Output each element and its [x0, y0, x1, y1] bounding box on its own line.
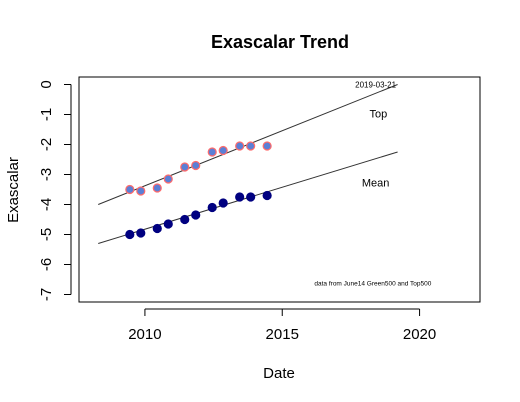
y-tick-label: -5 — [38, 228, 55, 241]
data-point-mean — [218, 198, 228, 208]
y-tick-label: -6 — [38, 258, 55, 271]
x-tick-label: 2010 — [128, 326, 161, 343]
x-axis-label: Date — [263, 365, 295, 382]
trend-lines — [98, 84, 398, 244]
data-point-top — [207, 147, 217, 157]
y-axis: 0 -1 -2 -3 -4 -5 -6 -7 — [38, 80, 72, 301]
annotation-text: data from June14 Green500 and Top500 — [314, 281, 431, 288]
data-point-mean — [152, 223, 162, 234]
data-point-mean — [125, 229, 135, 240]
y-tick-label: -4 — [38, 198, 55, 211]
x-tick-label: 2020 — [403, 326, 436, 343]
data-point-mean — [262, 190, 272, 201]
data-point-top — [262, 141, 272, 151]
data-point-top — [125, 184, 135, 195]
data-point-mean — [235, 192, 245, 202]
data-point-top — [218, 145, 228, 156]
annotation-text: Top — [370, 109, 388, 121]
y-tick-label: -2 — [38, 138, 55, 151]
data-point-mean — [163, 219, 173, 229]
data-point-top — [246, 141, 256, 151]
y-axis-label: Exascalar — [5, 157, 22, 223]
y-tick-label: -1 — [38, 108, 55, 121]
annotation-text: Mean — [362, 178, 390, 190]
data-point-mean — [246, 192, 256, 202]
y-tick-label: -3 — [38, 168, 55, 181]
data-point-top — [152, 183, 162, 193]
annotation-text: 2019-03-21 — [355, 81, 396, 90]
data-points — [125, 141, 272, 240]
chart-title: Exascalar Trend — [211, 32, 349, 52]
y-tick-label: -7 — [38, 288, 55, 301]
data-point-top — [180, 162, 190, 172]
data-point-top — [191, 160, 201, 171]
data-point-top — [163, 174, 173, 184]
data-point-mean — [191, 210, 201, 220]
data-point-top — [136, 186, 146, 196]
plot-frame — [78, 76, 481, 303]
data-point-mean — [207, 202, 217, 213]
data-point-top — [235, 141, 245, 151]
annotations: 2019-03-21 Top Mean data from June14 Green5… — [314, 81, 431, 288]
data-point-mean — [180, 214, 190, 225]
x-axis: 2010 2015 2020 — [128, 308, 436, 343]
y-tick-label: 0 — [38, 80, 55, 88]
x-tick-label: 2015 — [266, 326, 299, 343]
data-point-mean — [136, 228, 146, 238]
